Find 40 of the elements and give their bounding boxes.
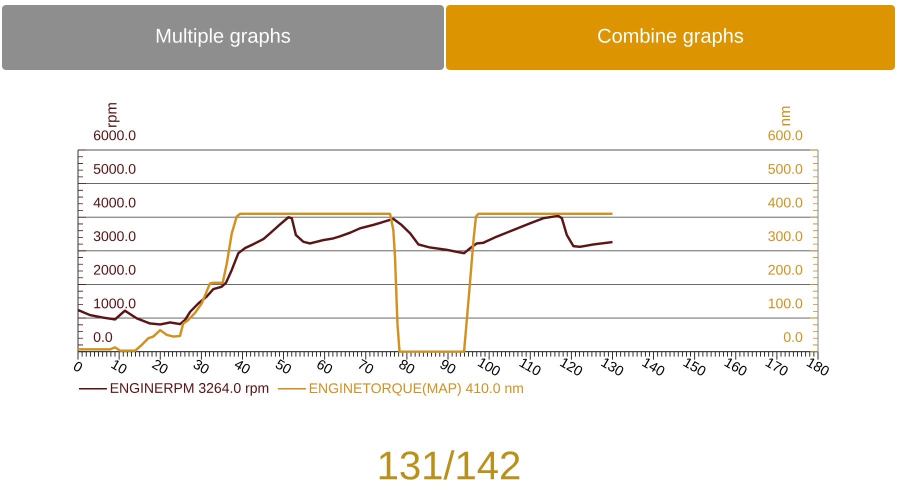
y2-axis-title: nm xyxy=(782,106,790,126)
legend-label: ENGINETORQUE(MAP) 410.0 nm xyxy=(310,382,523,396)
x-tick-label: 170 xyxy=(765,358,788,376)
x-tick-label: 10 xyxy=(110,360,127,374)
x-tick-label: 140 xyxy=(642,358,664,376)
y2-tick-label: 0.0 xyxy=(784,332,802,342)
x-tick-label: 160 xyxy=(724,358,747,376)
x-tick-label: 150 xyxy=(683,358,706,376)
x-tick-label: 100 xyxy=(478,358,500,376)
x-tick-label: 180 xyxy=(806,358,829,376)
y-tick-label: 3000.0 xyxy=(94,231,136,242)
x-tick-label: 60 xyxy=(317,360,332,374)
y2-tick-label: 500.0 xyxy=(768,164,802,174)
x-tick-label: 90 xyxy=(440,360,456,374)
text: Multiple graphs xyxy=(156,28,290,47)
text: Combine graphs xyxy=(598,28,744,47)
y2-tick-label: 100.0 xyxy=(768,298,802,308)
x-tick-label: 120 xyxy=(560,358,582,376)
y2-tick-label: 200.0 xyxy=(768,264,802,275)
x-tick-label: 110 xyxy=(519,358,541,376)
x-tick-label: 70 xyxy=(358,358,374,374)
y2-tick-label: 600.0 xyxy=(768,130,802,140)
y-tick-label: 4000.0 xyxy=(94,198,136,208)
y-tick-label: 5000.0 xyxy=(94,164,136,174)
x-tick-label: 20 xyxy=(152,360,168,374)
y-tick-label: 0.0 xyxy=(94,332,112,342)
x-tick-label: 40 xyxy=(234,360,250,374)
y-tick-label: 6000.0 xyxy=(94,130,136,140)
x-tick-label: 50 xyxy=(276,359,291,374)
x-tick-label: 30 xyxy=(194,360,209,374)
y2-tick-label: 300.0 xyxy=(768,231,802,242)
x-tick-label: 130 xyxy=(600,358,624,376)
y-axis-title: rpm xyxy=(108,103,120,127)
y-tick-label: 2000.0 xyxy=(94,264,136,275)
legend-label: ENGINERPM 3264.0 rpm xyxy=(110,383,268,396)
x-tick-label: 0 xyxy=(74,362,82,372)
y2-tick-label: 400.0 xyxy=(768,198,802,208)
text: 131/142 xyxy=(380,450,520,480)
x-tick-label: 80 xyxy=(399,360,414,374)
y-tick-label: 1000.0 xyxy=(94,298,136,308)
